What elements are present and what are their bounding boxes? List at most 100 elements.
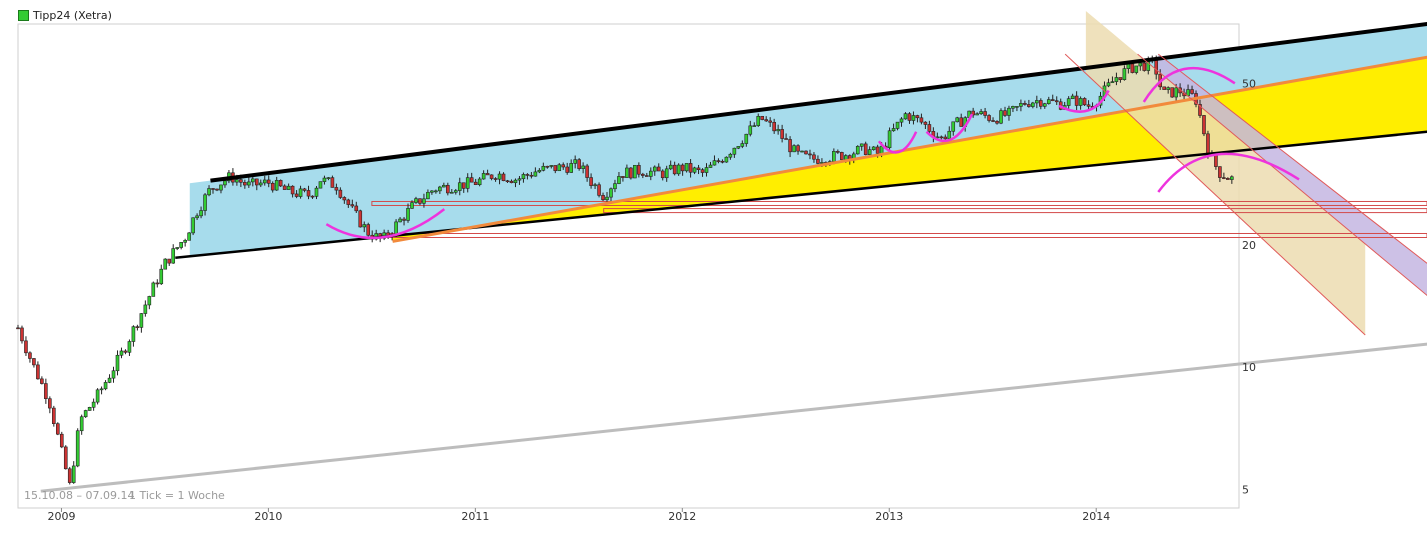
candle-body [915,115,920,119]
candle-body [788,139,792,153]
candle-body [732,147,737,155]
candle-body [1042,103,1047,107]
candle-body [103,382,108,390]
candle-body [1230,176,1234,180]
candle-body [625,167,629,178]
candle-body [175,247,179,249]
candle-body [294,193,299,197]
candle-body [784,138,788,140]
candle-body [91,401,96,408]
candle-body [52,407,56,425]
candle-body [975,113,979,116]
candle-body [195,215,199,219]
candle-body [1015,106,1019,108]
candle-body [676,164,681,175]
candle-body [497,173,502,180]
candle-body [318,181,323,189]
candle-body [59,433,64,448]
candle-body [1046,99,1051,104]
candle-body [891,128,896,132]
candle-body [322,177,327,182]
candle-body [262,179,267,184]
candle-body [239,179,243,183]
candle-body [947,130,952,140]
candle-body [1114,77,1119,82]
candle-body [1082,98,1087,106]
candle-body [593,184,597,187]
candle-body [155,282,160,285]
x-tick-label: 2009 [47,510,75,523]
candle-body [609,188,613,198]
candle-body [1170,87,1174,98]
pattern-arc [877,131,918,154]
candle-body [617,176,621,184]
candle-body [696,167,701,170]
candle-body [394,221,398,235]
candle-body [1222,177,1226,179]
candle-body [836,151,840,153]
candle-body [243,182,247,186]
candle-body [270,183,275,191]
candle-body [780,129,784,139]
candle-body [716,160,721,162]
candle-body [939,136,944,139]
candle-body [354,205,359,212]
candle-body [776,129,780,132]
candle-body [1198,104,1202,116]
candle-body [223,180,227,186]
candle-body [254,178,259,186]
candle-body [358,210,363,228]
candle-body [943,136,948,140]
candle-body [772,121,776,132]
candle-body [1007,107,1011,116]
candle-body [859,143,864,147]
candle-body [513,179,518,184]
candle-body [28,352,32,359]
candle-body [426,191,430,200]
candle-body [760,116,765,120]
candle-body [955,117,960,123]
y-tick-label: 5 [1242,483,1249,496]
candle-body [728,153,733,158]
candle-body [641,173,645,176]
candle-body [808,153,812,156]
chart-legend: Tipp24 (Xetra) [18,8,112,22]
candle-body [473,181,478,185]
candle-body [422,198,426,204]
candle-body [1110,81,1115,84]
candle-body [1086,104,1091,107]
down-channel-outer-line [1064,53,1366,336]
candle-body [163,258,168,270]
candle-body [211,188,215,190]
candle-body [183,240,187,243]
candle-body [999,110,1003,124]
candle-body [1003,110,1007,116]
candle-body [179,242,183,248]
candle-body [557,164,562,172]
candle-body [1174,87,1178,98]
legend-swatch [18,9,29,21]
candle-body [597,184,601,196]
x-tick-label: 2011 [461,510,489,523]
candle-body [446,184,450,194]
candle-body [720,160,725,163]
candle-body [366,224,371,236]
candle-body [867,149,872,155]
candle-body [549,165,554,167]
candle-body [517,178,522,181]
candle-body [501,173,506,182]
candle-body [951,121,956,132]
candle-body [207,188,211,196]
candle-body [1202,115,1206,135]
candle-body [442,184,446,188]
candle-body [804,150,808,155]
grey-support-line [40,342,1427,493]
candle-body [75,430,80,467]
candle-body [402,218,406,221]
candle-body [135,326,140,328]
candle-body [1039,100,1043,107]
candle-body [907,113,912,121]
candle-body [589,177,593,186]
candle-body [410,202,414,209]
